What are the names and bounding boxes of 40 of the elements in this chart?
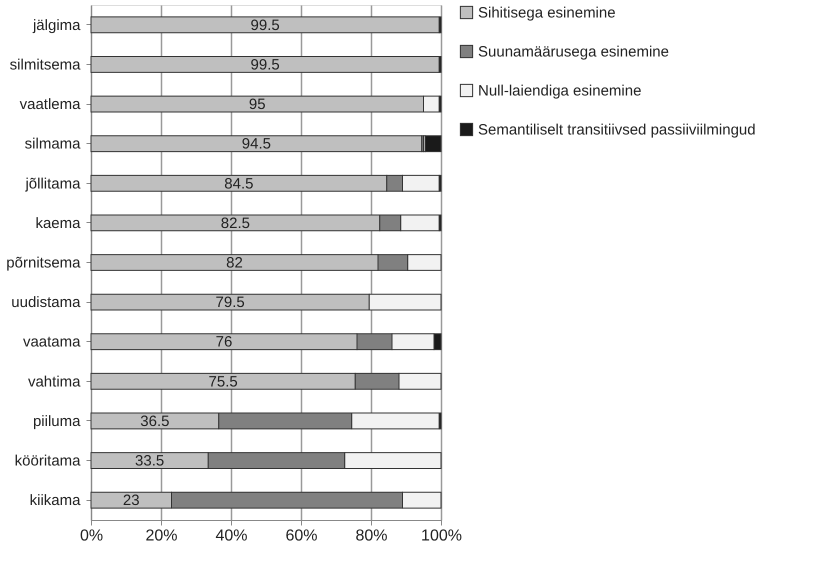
- x-tick-label: 80%: [355, 528, 388, 544]
- data-label: 99.5: [250, 16, 280, 34]
- y-tick-label: kiikama: [30, 492, 82, 510]
- x-tick-label: 60%: [285, 528, 318, 544]
- y-tick-label: jõllitama: [24, 175, 82, 192]
- x-tick-label: 20%: [145, 528, 178, 544]
- data-label: 23: [122, 492, 140, 510]
- data-label: 94.5: [242, 136, 271, 153]
- legend-label: Semantiliselt transitiivsed passiiviilmingud: [478, 122, 756, 138]
- y-tick-label: vaatama: [22, 334, 82, 351]
- x-tick-label: 0%: [80, 528, 104, 544]
- y-tick-label: silmitsema: [10, 56, 82, 74]
- y-tick-label: uudistama: [11, 294, 82, 312]
- legend-label: Null-laiendiga esinemine: [478, 82, 642, 100]
- data-label: 33.5: [135, 452, 164, 470]
- data-label: 82: [226, 254, 243, 272]
- data-label: 99.5: [250, 56, 280, 74]
- bar: [424, 135, 442, 152]
- y-tick-label: piiluma: [32, 412, 82, 430]
- data-label: 75.5: [208, 373, 238, 390]
- y-tick-label: jälgima: [32, 16, 82, 34]
- legend-label: Suunamäärusega esinemine: [478, 44, 669, 60]
- data-label: 76: [216, 334, 232, 351]
- data-label: 95: [248, 96, 266, 114]
- x-tick-label: 100%: [421, 528, 462, 544]
- data-label: 36.5: [140, 412, 170, 430]
- bar: [90, 135, 422, 152]
- y-tick-label: põrnitsema: [6, 254, 82, 272]
- y-tick-label: vahtima: [28, 373, 82, 390]
- x-tick-label: 40%: [215, 528, 248, 544]
- bar: [90, 56, 440, 73]
- legend-label: Sihitisega esinemine: [478, 4, 616, 22]
- data-label: 79.5: [216, 294, 245, 312]
- bar: [90, 16, 440, 34]
- y-tick-label: kaema: [35, 214, 82, 232]
- y-tick-label: kööritama: [14, 452, 82, 470]
- y-tick-label: vaatlema: [20, 96, 82, 114]
- data-label: 84.5: [224, 175, 254, 192]
- y-tick-label: silmama: [24, 136, 82, 153]
- data-label: 82.5: [220, 214, 250, 232]
